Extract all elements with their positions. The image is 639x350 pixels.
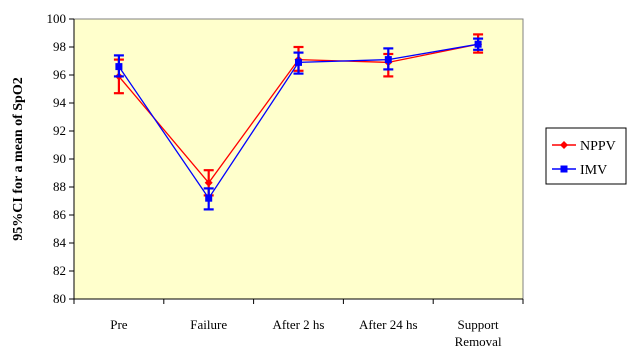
y-tick-label: 100: [47, 11, 67, 26]
legend: NPPV IMV: [545, 127, 627, 185]
data-point: [295, 58, 302, 66]
series-layer: [113, 33, 484, 211]
y-tick-label: 80: [53, 291, 66, 306]
data-point: [115, 63, 123, 71]
x-axis: Pre Failure After 2 hs After 24 hs Support Re…: [73, 298, 524, 349]
y-tick-label: 96: [53, 67, 67, 82]
y-tick-label: 98: [53, 39, 66, 54]
x-tick-label: Failure: [190, 317, 227, 332]
x-tick-label: After 24 hs: [359, 317, 418, 332]
x-tick-label: Pre: [110, 317, 128, 332]
y-tick-label: 94: [53, 95, 67, 110]
data-point: [474, 40, 482, 48]
y-tick-label: 86: [53, 207, 67, 222]
legend-label: NPPV: [580, 139, 616, 154]
x-tick-label: After 2 hs: [273, 317, 325, 332]
y-axis: 80 82 84 86 88 90 92 94 96 98 100: [47, 11, 75, 306]
y-tick-label: 84: [53, 235, 67, 250]
data-point: [384, 56, 392, 64]
data-point: [205, 194, 213, 202]
legend-box: [545, 127, 627, 185]
y-tick-label: 88: [53, 179, 66, 194]
legend-item-imv: IMV: [552, 163, 607, 178]
legend-marker: [560, 141, 568, 149]
x-tick-label: Support Removal: [455, 317, 502, 349]
y-tick-label: 90: [53, 151, 66, 166]
data-point: [204, 178, 213, 187]
series-imv: [113, 37, 484, 211]
legend-item-nppv: NPPV: [552, 139, 616, 154]
legend-label: IMV: [580, 163, 607, 178]
legend-marker: [560, 165, 568, 173]
y-axis-title: 95%CI for a mean of SpO2: [11, 77, 26, 240]
y-tick-label: 92: [53, 123, 66, 138]
y-tick-label: 82: [53, 263, 66, 278]
